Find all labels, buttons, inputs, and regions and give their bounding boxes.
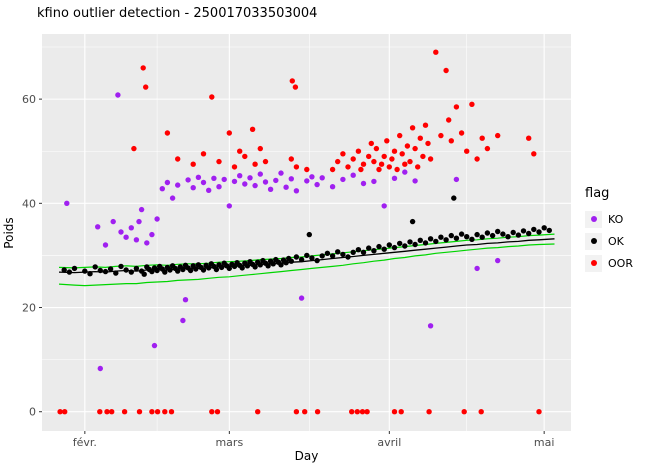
oor-point-icon <box>590 260 597 266</box>
legend: flag KO OK OOR <box>585 186 633 275</box>
y-axis-title: Poids <box>2 217 16 249</box>
svg-text:0: 0 <box>29 406 36 419</box>
svg-text:20: 20 <box>22 302 36 315</box>
ok-point-icon <box>590 238 597 244</box>
plot-title: kfino outlier detection - 25001703350300… <box>37 6 318 21</box>
svg-text:mai: mai <box>534 436 555 449</box>
svg-text:avril: avril <box>377 436 401 449</box>
legend-key <box>585 210 602 228</box>
legend-key <box>585 232 602 250</box>
legend-item-ko: KO <box>585 209 633 229</box>
legend-title: flag <box>585 186 610 201</box>
x-axis-title: Day <box>294 449 319 463</box>
svg-text:40: 40 <box>22 197 36 210</box>
legend-label: OK <box>608 234 624 248</box>
svg-text:févr.: févr. <box>73 436 97 449</box>
legend-item-oor: OOR <box>585 253 633 273</box>
legend-key <box>585 254 602 272</box>
legend-item-ok: OK <box>585 231 633 251</box>
svg-text:60: 60 <box>22 93 36 106</box>
ko-point-icon <box>590 216 597 222</box>
legend-label: KO <box>608 212 624 226</box>
legend-label: OOR <box>608 256 633 270</box>
svg-text:mars: mars <box>215 436 243 449</box>
